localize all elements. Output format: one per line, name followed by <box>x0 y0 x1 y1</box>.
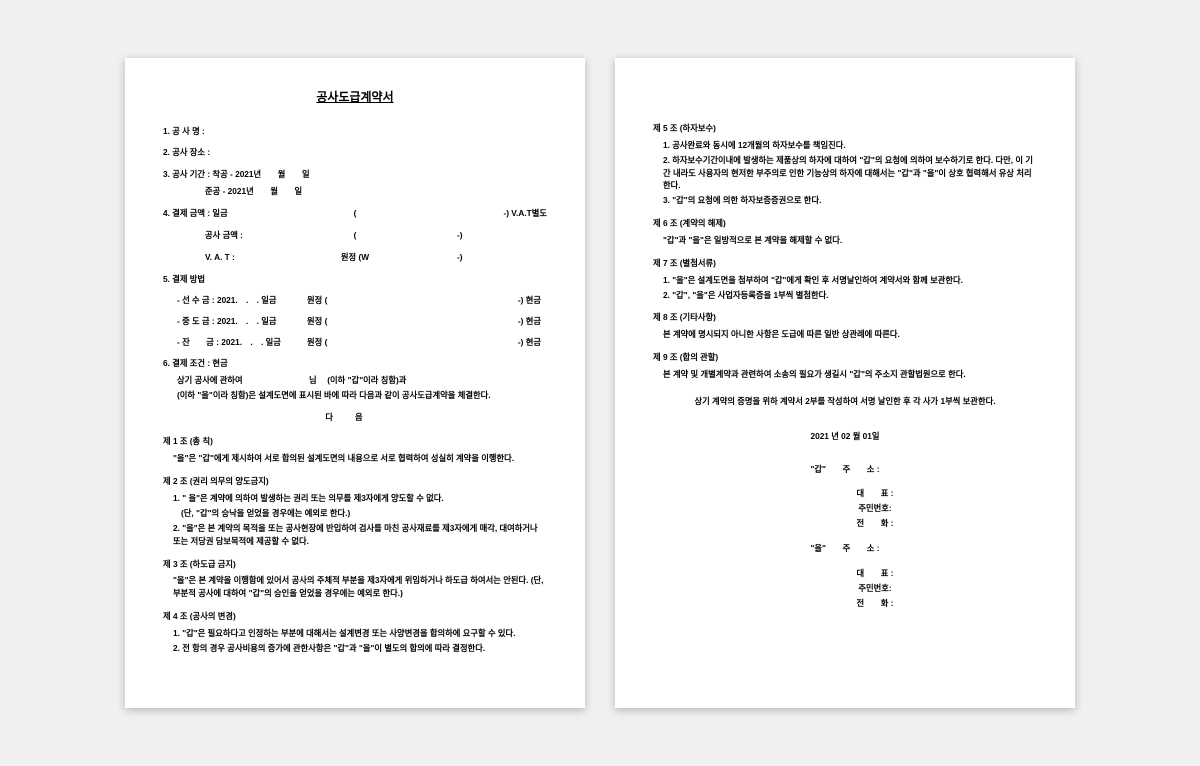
document-title: 공사도급계약서 <box>163 88 547 107</box>
pay-advance: - 선 수 금 : 2021. . . 일금 원정 ( -) 현금 <box>163 294 547 307</box>
gap-address: "갑" 주 소 : <box>653 463 1037 476</box>
pay-balance-b: 원정 ( <box>307 336 417 349</box>
article-5-1: 1. 공사완료와 동시에 12개월의 하자보수를 책임진다. <box>653 139 1037 152</box>
line-period-start: 3. 공사 기간 : 착공 - 2021년 월 일 <box>163 168 547 181</box>
article-5-head: 제 5 조 (하자보수) <box>653 122 1037 135</box>
article-6-body: "갑"과 "을"은 일방적으로 본 계약을 해제할 수 없다. <box>653 234 1037 247</box>
article-4-1: 1. "갑"은 필요하다고 인정하는 부분에 대해서는 설계변경 또는 사양변경… <box>163 627 547 640</box>
line-parties-2: (이하 "을"이라 칭함)은 설계도면에 표시된 바에 따라 다음과 같이 공사… <box>163 389 547 402</box>
pay-balance-a: - 잔 금 : 2021. . . 일금 <box>177 336 307 349</box>
eul-tel: 전 화 : <box>653 597 1037 610</box>
article-4-2: 2. 전 항의 경우 공사비용의 증가에 관한사항은 "갑"과 "을"이 별도의… <box>163 642 547 655</box>
contract-date: 2021 년 02 월 01일 <box>653 430 1037 443</box>
article-9-body: 본 계약 및 개별계약과 관련하여 소송의 필요가 생길시 "갑"의 주소지 관… <box>653 368 1037 381</box>
signature-gap: "갑" 주 소 : 대 표 : 주민번호: 전 화 : <box>653 463 1037 530</box>
line-name: 1. 공 사 명 : <box>163 125 547 138</box>
pay-advance-a: - 선 수 금 : 2021. . . 일금 <box>177 294 307 307</box>
eul-rep: 대 표 : <box>653 567 1037 580</box>
work-tail: -) <box>457 229 547 242</box>
article-8-head: 제 8 조 (기타사항) <box>653 311 1037 324</box>
article-7-2: 2. "갑", "을"은 사업자등록증을 1부씩 별첨한다. <box>653 289 1037 302</box>
article-4-head: 제 4 조 (공사의 변경) <box>163 610 547 623</box>
article-5-2: 2. 하자보수기간이내에 발생하는 제품상의 하자에 대하여 "갑"의 요청에 … <box>653 154 1037 193</box>
pay-balance: - 잔 금 : 2021. . . 일금 원정 ( -) 현금 <box>163 336 547 349</box>
gap-rep: 대 표 : <box>653 487 1037 500</box>
gap-tel: 전 화 : <box>653 517 1037 530</box>
pay-interim-c: -) 현금 <box>417 315 547 328</box>
signature-eul: "을" 주 소 : 대 표 : 주민번호: 전 화 : <box>653 542 1037 609</box>
vat-mid: 원정 (W <box>253 251 457 264</box>
work-label: 공사 금액 : <box>205 229 253 242</box>
line-payment-cond: 6. 결제 조건 : 현금 <box>163 357 547 370</box>
vat-label: V. A. T : <box>205 251 253 264</box>
line-amount-total: 4. 결제 금액 : 일금 ( -) V.A.T별도 <box>163 207 547 220</box>
line-amount-work: 공사 금액 : ( -) <box>163 229 547 242</box>
closing-text: 상기 계약의 증명을 위하 계약서 2부를 작성하여 서명 날인한 후 각 사가… <box>653 395 1037 408</box>
line-amount-vat: V. A. T : 원정 (W -) <box>163 251 547 264</box>
vat-tail: -) <box>457 251 547 264</box>
line-payment-method: 5. 결제 방법 <box>163 273 547 286</box>
article-9-head: 제 9 조 (합의 관할) <box>653 351 1037 364</box>
line-parties-1: 상기 공사에 관하여 님 (이하 "갑"이라 칭함)과 <box>163 374 547 387</box>
pay-advance-b: 원정 ( <box>307 294 417 307</box>
pay-interim: - 중 도 금 : 2021. . . 일금 원정 ( -) 현금 <box>163 315 547 328</box>
line-place: 2. 공사 장소 : <box>163 146 547 159</box>
page-1: 공사도급계약서 1. 공 사 명 : 2. 공사 장소 : 3. 공사 기간 :… <box>125 58 585 708</box>
article-6-head: 제 6 조 (계약의 해제) <box>653 217 1037 230</box>
page-2: 제 5 조 (하자보수) 1. 공사완료와 동시에 12개월의 하자보수를 책임… <box>615 58 1075 708</box>
article-2-1: 1. " 을"은 계약에 의하여 발생하는 권리 또는 의무를 제3자에게 양도… <box>163 492 547 505</box>
work-paren: ( <box>253 229 457 242</box>
article-8-body: 본 계약에 명시되지 아니한 사항은 도급에 따른 일반 상관례에 따른다. <box>653 328 1037 341</box>
article-3-head: 제 3 조 (하도급 금지) <box>163 558 547 571</box>
amount-label: 4. 결제 금액 : 일금 <box>163 207 253 220</box>
article-1-head: 제 1 조 (총 칙) <box>163 435 547 448</box>
article-7-1: 1. "을"은 설계도면을 첨부하여 "갑"에게 확인 후 서명날인하여 계약서… <box>653 274 1037 287</box>
article-7-head: 제 7 조 (별첨서류) <box>653 257 1037 270</box>
document-pages: 공사도급계약서 1. 공 사 명 : 2. 공사 장소 : 3. 공사 기간 :… <box>125 58 1075 708</box>
article-3-body: "을"은 본 계약을 이행함에 있어서 공사의 주체적 부분을 제3자에게 위임… <box>163 574 547 600</box>
eul-ssn: 주민번호: <box>653 582 1037 595</box>
pay-balance-c: -) 현금 <box>417 336 547 349</box>
line-period-end: 준공 - 2021년 월 일 <box>163 185 547 198</box>
article-2-2: 2. "을"은 본 계약의 목적을 또는 공사현장에 반입하여 검사를 마친 공… <box>163 522 547 548</box>
daeum-heading: 다음 <box>163 411 547 424</box>
pay-interim-a: - 중 도 금 : 2021. . . 일금 <box>177 315 307 328</box>
gap-ssn: 주민번호: <box>653 502 1037 515</box>
eul-address: "을" 주 소 : <box>653 542 1037 555</box>
article-2-head: 제 2 조 (권리 의무의 양도금지) <box>163 475 547 488</box>
amount-tail: -) V.A.T별도 <box>457 207 547 220</box>
article-5-3: 3. "갑"의 요청에 의한 하자보증증권으로 한다. <box>653 194 1037 207</box>
pay-advance-c: -) 현금 <box>417 294 547 307</box>
article-1-body: "을"은 "갑"에게 제시하여 서로 합의된 설계도면의 내용으로 서로 협력하… <box>163 452 547 465</box>
amount-paren: ( <box>253 207 457 220</box>
article-2-1b: (단, "갑"의 승낙을 얻었을 경우에는 예외로 한다.) <box>163 507 547 520</box>
pay-interim-b: 원정 ( <box>307 315 417 328</box>
